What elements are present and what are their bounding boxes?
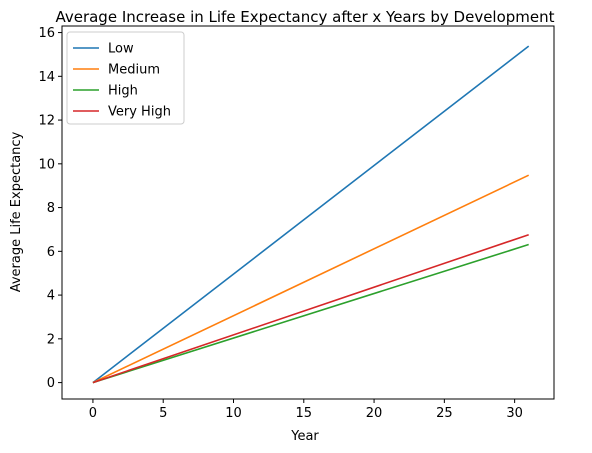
- x-tick-label: 10: [225, 406, 242, 421]
- series-line-very-high: [92, 233, 529, 384]
- y-tick-label: 14: [38, 70, 55, 85]
- y-tick-label: 2: [47, 332, 55, 347]
- series-line-high: [92, 243, 529, 384]
- y-tick-label: 10: [38, 157, 55, 172]
- x-tick-label: 5: [159, 406, 167, 421]
- legend-label: Medium: [108, 63, 160, 78]
- y-tick-label: 4: [47, 289, 55, 304]
- x-tick-label: 20: [366, 406, 383, 421]
- plot-frame: [61, 25, 555, 400]
- axis-ticks: 0 5 10 15 20 25 30 0 2 4 6 8 10 12 14 16: [38, 26, 522, 421]
- series-lines: [92, 45, 530, 384]
- y-tick-label: 0: [47, 376, 55, 391]
- x-tick-label: 25: [436, 406, 453, 421]
- series-line-medium: [92, 174, 530, 384]
- legend: Low Medium High Very High: [66, 31, 185, 125]
- x-tick-label: 15: [296, 406, 313, 421]
- y-tick-label: 6: [47, 245, 55, 260]
- legend-label: High: [108, 84, 138, 99]
- y-tick-label: 12: [38, 114, 55, 129]
- legend-label: Very High: [108, 105, 171, 120]
- x-axis-label: Year: [290, 429, 319, 444]
- chart-title: Average Increase in Life Expectancy afte…: [55, 8, 554, 26]
- y-tick-label: 16: [38, 26, 55, 41]
- x-tick-label: 30: [506, 406, 523, 421]
- y-tick-label: 8: [47, 201, 55, 216]
- legend-label: Low: [108, 42, 134, 57]
- legend-box: [66, 31, 185, 125]
- y-axis-label: Average Life Expectancy: [9, 131, 24, 292]
- series-line-low: [92, 45, 530, 384]
- x-tick-label: 0: [89, 406, 97, 421]
